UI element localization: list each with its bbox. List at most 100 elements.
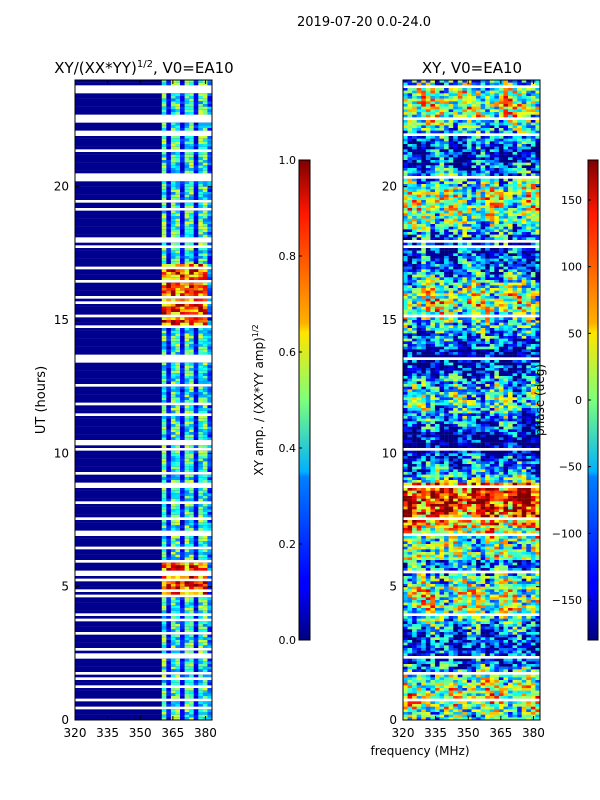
heatmap-cell [530,258,536,262]
heatmap-cell [526,141,532,145]
heatmap-cell [462,328,468,331]
heatmap-cell [471,229,477,233]
heatmap-cell [416,290,422,294]
heatmap-cell [198,381,204,385]
heatmap-cell [207,477,213,481]
heatmap-cell [480,282,486,286]
heatmap-cell [416,277,422,281]
heatmap-cell [444,282,449,286]
heatmap-cell [485,178,490,182]
heatmap-cell [508,93,513,97]
heatmap-cell [425,226,431,230]
heatmap-cell [175,536,181,539]
heatmap-cell [184,541,190,545]
heatmap-cell [521,80,527,83]
heatmap-cell [416,253,422,257]
heatmap-cell [180,352,185,355]
heatmap-cell [193,552,199,555]
heatmap-cell [193,317,199,321]
heatmap-cell [161,365,167,369]
heatmap-cell [530,288,536,291]
heatmap-cell [170,474,176,478]
heatmap-cell [184,634,190,638]
heatmap-cell [476,213,481,217]
heatmap-cell [166,373,172,377]
heatmap-cell [166,125,172,129]
heatmap-cell [530,234,536,238]
heatmap-cell [453,82,458,86]
heatmap-cell [180,437,185,441]
heatmap-cell [508,106,513,110]
heatmap-cell [180,242,185,246]
heatmap-cell [489,104,495,107]
heatmap-cell [198,338,204,342]
heatmap-cell [175,392,181,395]
heatmap-cell [498,141,504,145]
heatmap-cell [425,293,431,297]
heatmap-cell [517,141,522,145]
heatmap-cell [189,146,194,150]
heatmap-cell [517,197,522,201]
heatmap-cell [444,109,449,113]
heatmap-cell [180,80,185,83]
heatmap-cell [412,277,417,281]
heatmap-cell [180,232,185,235]
heatmap-cell [521,205,527,209]
heatmap-cell [412,146,417,150]
heatmap-cell [498,266,504,270]
heatmap-cell [407,272,413,275]
heatmap-cell [476,98,481,102]
heatmap-cell [489,221,495,225]
heatmap-cell [166,605,172,609]
heatmap-cell [193,666,199,670]
heatmap-cell [530,248,536,251]
heatmap-cell [453,261,458,265]
heatmap-cell [175,434,181,438]
heatmap-cell [489,173,495,177]
heatmap-cell [485,269,490,273]
heatmap-cell [508,104,513,107]
heatmap-cell [530,82,536,86]
heatmap-cell [166,674,172,678]
heatmap-cell [430,322,436,326]
heatmap-cell [202,224,208,227]
heatmap-cell [498,221,504,225]
heatmap-cell [189,386,194,390]
heatmap-cell [198,373,204,377]
heatmap-cell [189,165,194,169]
heatmap-cell [166,154,172,158]
heatmap-cell [498,218,504,222]
heatmap-cell [175,128,181,131]
heatmap-cell [207,365,213,369]
heatmap-cell [521,98,527,102]
heatmap-cell [526,149,532,153]
heatmap-cell [184,106,190,110]
heatmap-cell [530,120,536,123]
heatmap-cell [180,717,185,721]
heatmap-cell [526,205,532,209]
heatmap-cell [535,232,541,235]
heatmap-cell [457,125,463,129]
heatmap-cell [198,376,204,379]
heatmap-cell [403,237,408,241]
heatmap-cell [189,714,194,718]
heatmap-cell [170,128,176,131]
heatmap-cell [189,232,194,235]
heatmap-cell [189,210,194,214]
heatmap-cell [439,189,445,193]
heatmap-cell [453,301,458,305]
heatmap-cell [434,330,440,334]
heatmap-cell [184,709,190,713]
heatmap-cell [471,288,477,291]
heatmap-cell [184,584,190,587]
heatmap-cell [184,509,190,513]
heatmap-cell [202,341,208,345]
heatmap-cell [425,320,431,323]
heatmap-cell [175,256,181,259]
heatmap-cell [193,512,199,515]
heatmap-cell [457,208,463,211]
heatmap-cell [161,381,167,385]
heatmap-cell [202,504,208,507]
heatmap-cell [421,88,427,91]
heatmap-cell [526,208,532,211]
